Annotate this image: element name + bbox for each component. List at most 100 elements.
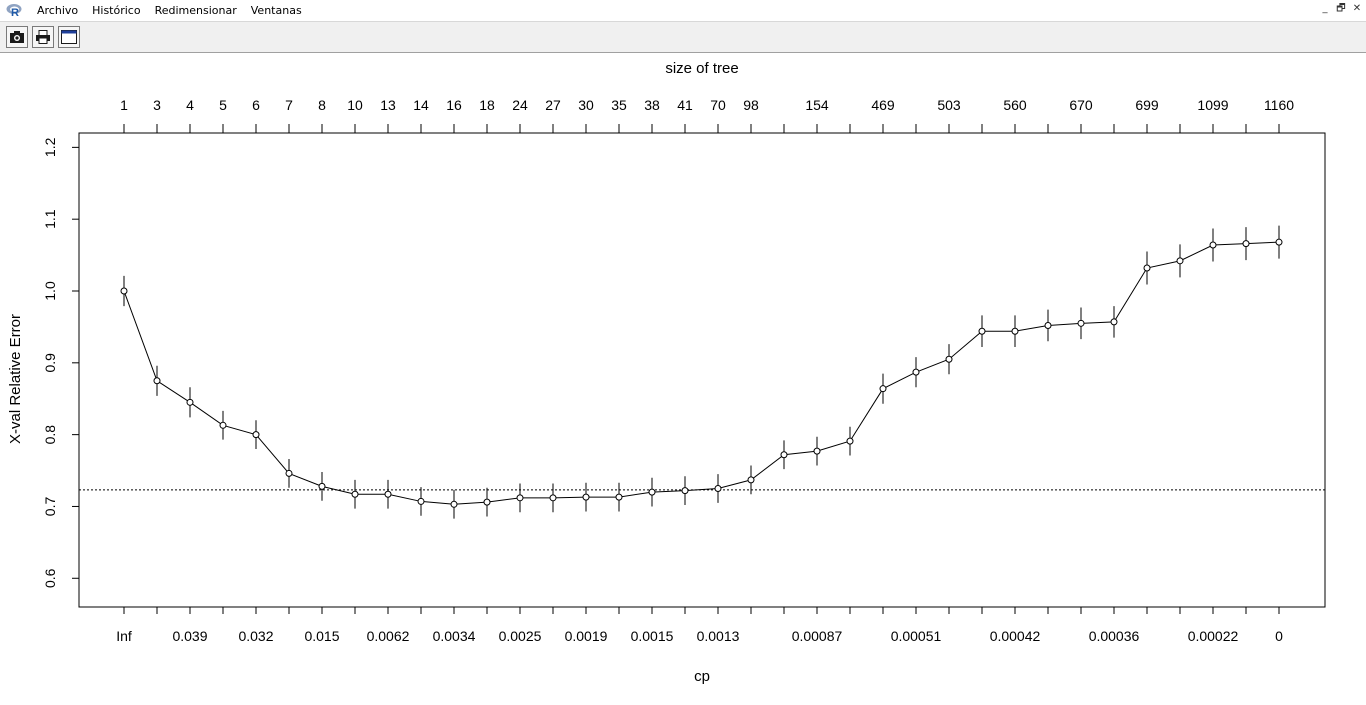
plot-area: size of tree cp X-val Relative Error 0.6…	[0, 54, 1366, 700]
data-point	[615, 493, 623, 501]
data-point	[285, 469, 293, 477]
data-point	[153, 377, 161, 385]
size-of-tree-label: 503	[937, 97, 961, 113]
print-button[interactable]	[32, 26, 54, 48]
minimize-button[interactable]: _	[1322, 3, 1328, 14]
y-tick-label: 1.1	[42, 209, 58, 229]
size-of-tree-label: 16	[446, 97, 462, 113]
plot-box	[78, 132, 1326, 608]
size-of-tree-label: 469	[871, 97, 895, 113]
data-point	[648, 488, 656, 496]
size-of-tree-label: 1160	[1264, 97, 1294, 113]
cp-label: 0.00036	[1089, 628, 1140, 644]
size-of-tree-label: 35	[611, 97, 627, 113]
size-of-tree-label: 98	[743, 97, 759, 113]
cp-plot: size of tree cp X-val Relative Error 0.6…	[7, 60, 1326, 685]
menu-archivo[interactable]: Archivo	[37, 3, 79, 17]
size-of-tree-label: 14	[413, 97, 429, 113]
size-of-tree-label: 41	[677, 97, 693, 113]
y-tick-label: 1.0	[42, 281, 58, 301]
top-axis-title: size of tree	[665, 60, 738, 77]
data-point	[780, 451, 788, 459]
size-of-tree-label: 1099	[1197, 97, 1228, 113]
y-tick-label: 0.6	[42, 568, 58, 588]
data-point	[1242, 240, 1250, 248]
y-axis-label: X-val Relative Error	[7, 314, 24, 444]
window-controls: _ 🗗 ✕	[1318, 2, 1364, 16]
cp-label: 0.0019	[565, 628, 608, 644]
series-line	[123, 241, 1280, 505]
svg-text:R: R	[11, 7, 19, 17]
data-point	[483, 498, 491, 506]
size-of-tree-label: 7	[285, 97, 293, 113]
data-point	[1110, 318, 1118, 326]
menu-ventanas[interactable]: Ventanas	[250, 3, 302, 17]
data-point	[879, 385, 887, 393]
cp-label: 0.0062	[367, 628, 410, 644]
cp-label: 0.0015	[631, 628, 674, 644]
data-point	[582, 493, 590, 501]
data-point	[747, 476, 755, 484]
printer-icon	[36, 30, 50, 44]
y-tick-label: 1.2	[42, 137, 58, 157]
size-of-tree-label: 154	[805, 97, 829, 113]
data-point	[318, 482, 326, 490]
size-of-tree-label: 70	[710, 97, 726, 113]
data-point	[450, 500, 458, 508]
size-of-tree-label: 3	[153, 97, 161, 113]
menu-historico[interactable]: Histórico	[92, 3, 141, 17]
data-point	[945, 355, 953, 363]
data-point	[549, 494, 557, 502]
data-point	[252, 431, 260, 439]
size-of-tree-label: 30	[578, 97, 594, 113]
size-of-tree-label: 1	[120, 97, 128, 113]
data-point	[219, 421, 227, 429]
toolbar	[0, 21, 1366, 53]
cp-label: 0.0013	[697, 628, 740, 644]
x-axis-label: cp	[694, 668, 710, 685]
copy-camera-button[interactable]	[6, 26, 28, 48]
cp-label: 0.039	[172, 628, 207, 644]
size-of-tree-label: 699	[1135, 97, 1159, 113]
cp-label: Inf	[116, 628, 132, 644]
menu-bar: R Archivo Histórico Redimensionar Ventan…	[0, 0, 1366, 20]
size-of-tree-label: 27	[545, 97, 561, 113]
cp-label: 0.00042	[990, 628, 1041, 644]
size-of-tree-label: 38	[644, 97, 660, 113]
data-point	[384, 490, 392, 498]
menu-redimensionar[interactable]: Redimensionar	[154, 3, 237, 17]
data-point	[186, 398, 194, 406]
new-window-button[interactable]	[58, 26, 80, 48]
size-of-tree-label: 10	[347, 97, 363, 113]
data-point	[1275, 238, 1283, 246]
y-tick-label: 0.8	[42, 425, 58, 445]
r-logo-icon: R	[6, 3, 22, 19]
size-of-tree-label: 560	[1003, 97, 1027, 113]
cp-label: 0.032	[238, 628, 273, 644]
data-point	[1143, 264, 1151, 272]
data-point	[516, 494, 524, 502]
data-point	[978, 327, 986, 335]
data-point	[813, 447, 821, 455]
cp-label: 0.015	[304, 628, 339, 644]
size-of-tree-label: 6	[252, 97, 260, 113]
data-point	[681, 487, 689, 495]
close-button[interactable]: ✕	[1352, 3, 1362, 14]
data-point	[351, 490, 359, 498]
camera-icon	[10, 31, 24, 43]
size-of-tree-label: 670	[1069, 97, 1093, 113]
y-tick-label: 0.7	[42, 497, 58, 517]
size-of-tree-label: 24	[512, 97, 528, 113]
cp-label: 0.00087	[792, 628, 843, 644]
size-of-tree-label: 4	[186, 97, 194, 113]
data-point	[120, 287, 128, 295]
cp-label: 0.00022	[1188, 628, 1239, 644]
y-tick-label: 0.9	[42, 353, 58, 373]
restore-button[interactable]: 🗗	[1336, 3, 1346, 14]
data-point	[714, 485, 722, 492]
data-point	[1011, 327, 1019, 335]
cp-label: 0.00051	[891, 628, 942, 644]
data-point	[1209, 241, 1217, 249]
size-of-tree-label: 18	[479, 97, 495, 113]
window-icon	[61, 30, 77, 44]
